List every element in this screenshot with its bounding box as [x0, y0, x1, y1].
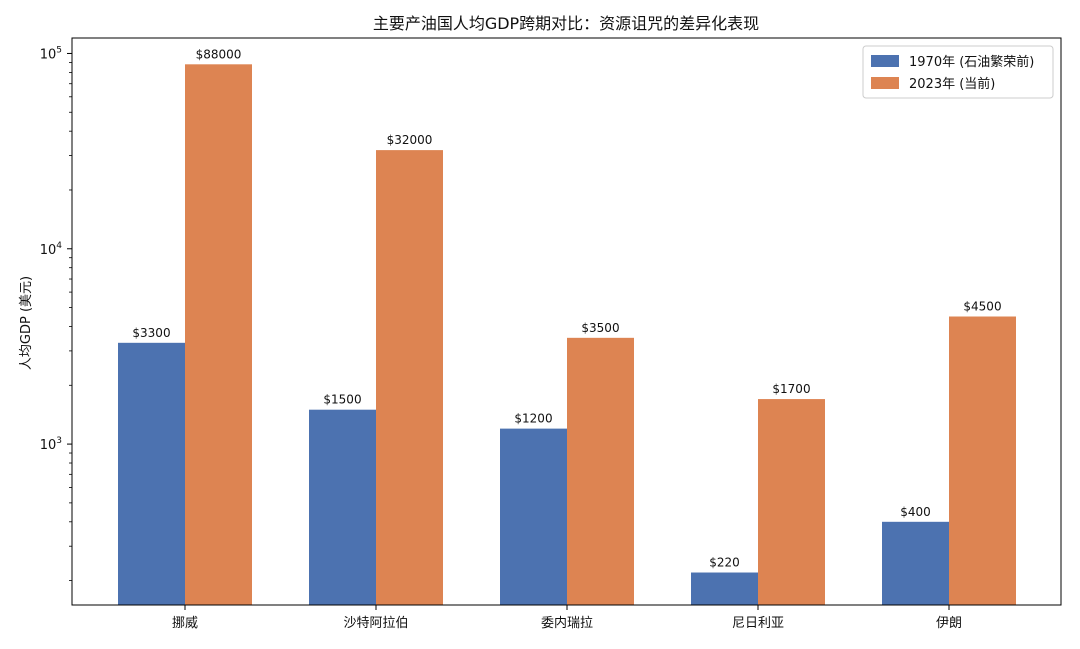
legend-box [862, 45, 1054, 99]
y-tick-label: 103 [40, 436, 62, 453]
x-tick-label: 委内瑞拉 [541, 615, 593, 631]
bars-layer [118, 64, 1016, 605]
bar-series2-0 [185, 64, 252, 605]
legend-entry[interactable]: 1970年 (石油繁荣前) [909, 54, 1034, 70]
legend-swatch [871, 55, 899, 67]
x-tick-label: 沙特阿拉伯 [343, 616, 408, 631]
x-tick-label: 挪威 [172, 616, 198, 631]
bar-series1-1 [309, 409, 376, 605]
data-label: $400 [900, 505, 931, 519]
data-label: $1700 [772, 382, 810, 396]
bar-series1-2 [500, 428, 567, 605]
data-label: $3300 [132, 326, 170, 340]
bar-series2-1 [376, 150, 443, 605]
legend-swatch [871, 77, 899, 89]
axes-layer: 挪威 沙特阿拉伯 委内瑞拉 尼日利亚 伊朗 103 104 105 [40, 37, 1062, 631]
data-label: $220 [709, 556, 740, 570]
data-labels-layer: $3300 $88000 $1500 $32000 $1200 $3500 $220 $170… [132, 47, 1001, 569]
plot-frame [71, 37, 1062, 606]
bar-series1-3 [691, 572, 758, 605]
data-label: $32000 [387, 133, 433, 147]
data-label: $4500 [963, 300, 1001, 314]
bar-series2-3 [758, 399, 825, 605]
bar-series1-0 [118, 342, 185, 605]
bar-series2-2 [567, 337, 634, 605]
data-label: $3500 [581, 321, 619, 335]
y-tick-label: 105 [40, 45, 62, 62]
bar-series2-4 [949, 316, 1016, 605]
x-tick-label: 尼日利亚 [732, 616, 784, 631]
bar-series1-4 [882, 521, 949, 605]
chart-title: 主要产油国人均GDP跨期对比：资源诅咒的差异化表现 [373, 14, 759, 33]
y-axis-label: 人均GDP (美元) [19, 276, 34, 370]
data-label: $88000 [196, 47, 242, 61]
legend-entry[interactable]: 2023年 (当前) [909, 76, 995, 92]
legend[interactable]: 1970年 (石油繁荣前) 2023年 (当前) [862, 45, 1054, 99]
y-tick-label: 104 [40, 241, 63, 258]
data-label: $1200 [514, 412, 552, 426]
data-label: $1500 [323, 393, 361, 407]
x-tick-label: 伊朗 [936, 616, 962, 631]
